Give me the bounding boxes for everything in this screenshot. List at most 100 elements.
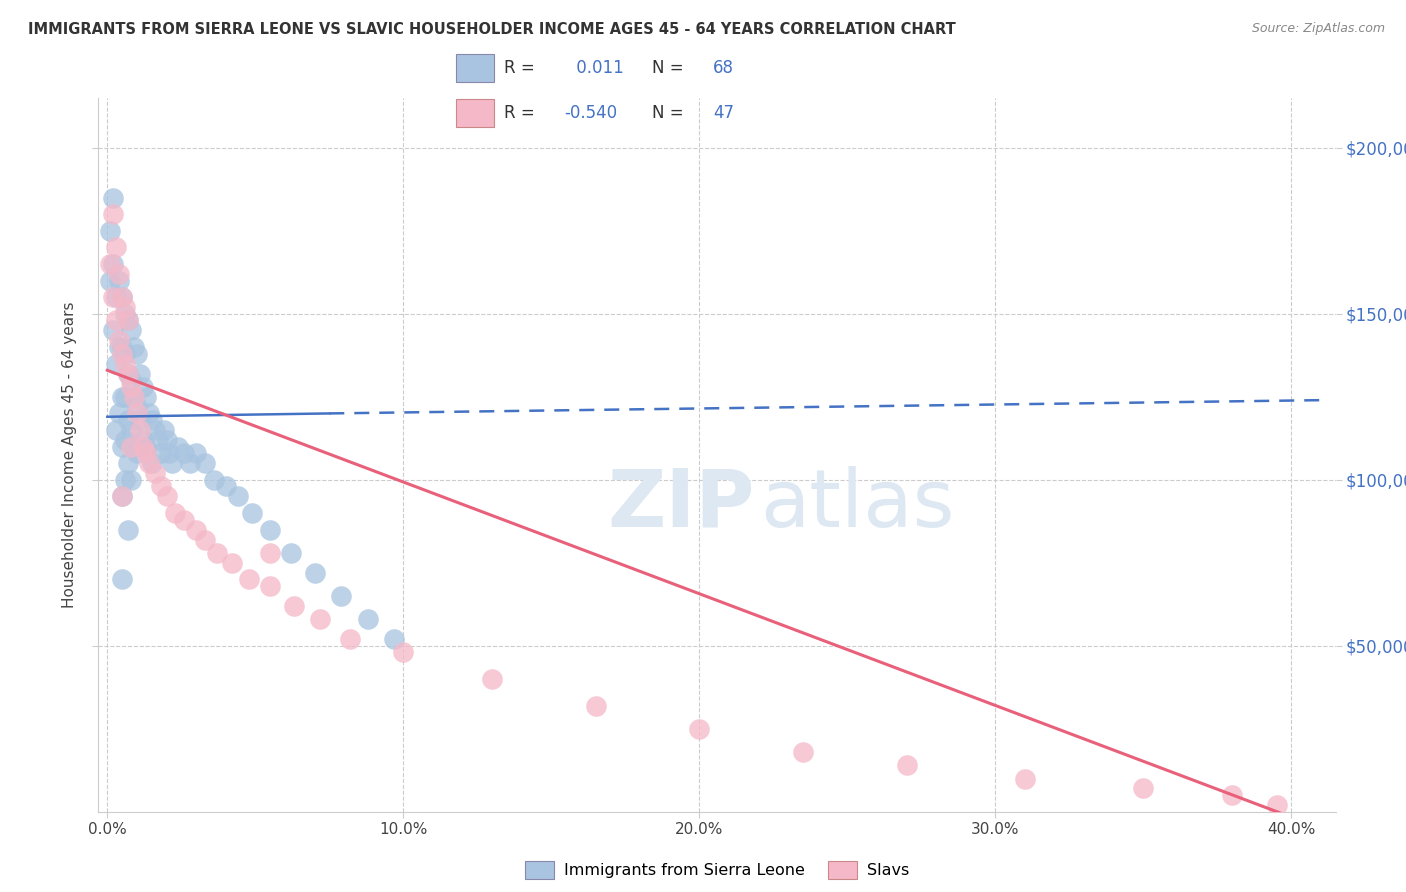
Point xyxy=(155,433,177,447)
Point xyxy=(205,546,228,560)
Point xyxy=(114,473,136,487)
Point xyxy=(1265,798,1288,813)
Point xyxy=(111,290,134,304)
Point xyxy=(117,367,139,381)
Point xyxy=(132,433,155,447)
Point xyxy=(114,347,136,361)
Point xyxy=(481,672,503,686)
Point xyxy=(111,440,134,454)
Text: 68: 68 xyxy=(713,59,734,77)
Point xyxy=(165,506,187,520)
Point xyxy=(167,440,190,454)
Point xyxy=(688,722,710,736)
Point xyxy=(120,440,142,454)
Point xyxy=(792,745,814,759)
Point xyxy=(202,473,225,487)
Point xyxy=(108,340,131,354)
Point xyxy=(240,506,263,520)
Point xyxy=(117,367,139,381)
Point xyxy=(184,523,207,537)
Point xyxy=(184,446,207,460)
Point xyxy=(120,380,142,394)
Text: IMMIGRANTS FROM SIERRA LEONE VS SLAVIC HOUSEHOLDER INCOME AGES 45 - 64 YEARS COR: IMMIGRANTS FROM SIERRA LEONE VS SLAVIC H… xyxy=(28,22,956,37)
Point xyxy=(111,340,134,354)
Point xyxy=(117,523,139,537)
Text: N =: N = xyxy=(652,59,683,77)
Point xyxy=(125,446,148,460)
Point xyxy=(114,357,136,371)
Point xyxy=(117,313,139,327)
Point xyxy=(105,240,128,254)
Point xyxy=(98,274,121,288)
Point xyxy=(221,556,243,570)
Point xyxy=(108,267,131,281)
Point xyxy=(120,373,142,387)
Point xyxy=(339,632,361,647)
Point xyxy=(111,490,134,504)
Point xyxy=(155,490,177,504)
Point xyxy=(149,446,172,460)
Point xyxy=(384,632,406,647)
Text: N =: N = xyxy=(652,104,683,122)
Point xyxy=(141,456,163,470)
Point xyxy=(98,224,121,238)
Point xyxy=(173,446,195,460)
Point xyxy=(103,207,125,221)
Point xyxy=(1220,788,1243,802)
Text: atlas: atlas xyxy=(761,466,955,544)
Point xyxy=(128,413,150,427)
Point xyxy=(122,390,145,404)
Point xyxy=(215,479,238,493)
Point xyxy=(105,357,128,371)
Point xyxy=(152,423,174,437)
Point xyxy=(128,423,150,437)
Text: Source: ZipAtlas.com: Source: ZipAtlas.com xyxy=(1251,22,1385,36)
Point xyxy=(146,433,169,447)
Point xyxy=(330,589,353,603)
Point xyxy=(194,533,217,547)
Point xyxy=(138,406,160,420)
Point xyxy=(117,413,139,427)
Point xyxy=(111,347,134,361)
Point xyxy=(114,433,136,447)
Point xyxy=(143,423,166,437)
Point xyxy=(108,406,131,420)
Point xyxy=(105,313,128,327)
Text: 0.011: 0.011 xyxy=(571,59,624,77)
Point xyxy=(162,456,184,470)
Text: 47: 47 xyxy=(713,104,734,122)
Point xyxy=(309,612,332,626)
Point xyxy=(128,367,150,381)
Point xyxy=(117,313,139,327)
Point xyxy=(103,290,125,304)
Point xyxy=(238,573,260,587)
Point xyxy=(132,440,155,454)
Point xyxy=(111,573,134,587)
Point xyxy=(125,347,148,361)
Point xyxy=(173,513,195,527)
Text: ZIP: ZIP xyxy=(607,466,754,544)
Point xyxy=(259,523,281,537)
Point xyxy=(194,456,217,470)
Point xyxy=(283,599,305,613)
Point xyxy=(135,440,157,454)
Bar xyxy=(457,99,494,127)
Point xyxy=(1132,781,1154,796)
Point xyxy=(114,307,136,321)
Point xyxy=(141,413,163,427)
Point xyxy=(122,340,145,354)
Point xyxy=(1014,772,1036,786)
Point xyxy=(120,323,142,337)
Text: R =: R = xyxy=(503,59,534,77)
Text: R =: R = xyxy=(503,104,534,122)
Point xyxy=(122,390,145,404)
Point xyxy=(125,406,148,420)
Point xyxy=(103,323,125,337)
Point xyxy=(111,490,134,504)
Point xyxy=(132,380,155,394)
Point xyxy=(103,191,125,205)
Point xyxy=(896,758,918,772)
Point xyxy=(98,257,121,271)
Point xyxy=(111,290,134,304)
Point xyxy=(135,390,157,404)
